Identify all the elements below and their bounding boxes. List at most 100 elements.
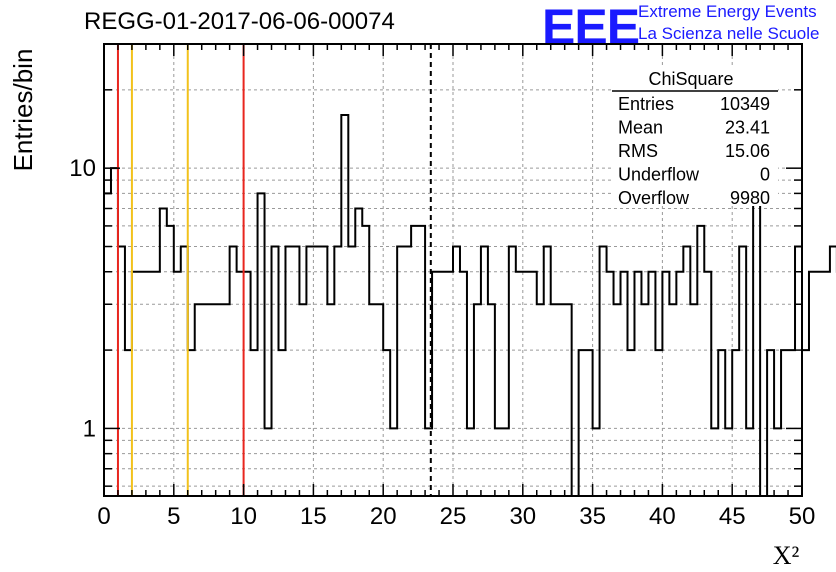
histogram-bin [544,247,551,496]
histogram-bin [237,272,244,496]
x-tick-label: 40 [649,503,676,530]
logo-tagline-2: La Scienza nelle Scuole [638,24,820,43]
y-tick-label: 1 [83,415,96,442]
histogram-bin [125,350,132,496]
histogram-bin [565,304,572,496]
stats-value: 10349 [720,94,770,114]
x-tick-label: 5 [167,503,180,530]
histogram-bin [432,272,439,496]
histogram-bin [697,226,704,496]
x-tick-label: 50 [789,503,816,530]
histogram-bin [621,272,628,496]
histogram-bin [376,304,383,496]
histogram-bin [202,304,209,496]
stats-value: 15.06 [725,141,770,161]
stats-value: 9980 [730,188,770,208]
stats-title: ChiSquare [648,69,733,89]
histogram-bin [299,304,306,496]
y-axis-label: Entries/bin [8,49,38,172]
y-tick-label: 10 [69,155,96,182]
stats-label: RMS [618,141,658,161]
histogram-bin [306,247,313,496]
histogram-bin [272,247,279,496]
histogram-bin [655,350,662,496]
histogram-bin [704,272,711,496]
histogram-bin [830,247,836,496]
histogram-bin [648,272,655,496]
histogram-bin [823,272,830,496]
histogram-bin [418,226,425,496]
histogram-bin [153,272,160,496]
x-tick-label: 10 [230,503,257,530]
histogram-bin [188,350,195,496]
histogram-bin [285,247,292,496]
histogram-bin [683,247,690,496]
x-tick-label: 15 [300,503,327,530]
histogram-bin [795,247,802,496]
histogram-bin [313,247,320,496]
histogram-bin [223,304,230,496]
x-tick-label: 30 [509,503,536,530]
histogram-bin [690,304,697,496]
histogram-bin [216,304,223,496]
histogram-bin [292,247,299,496]
histogram-bin [600,247,607,496]
x-axis-label: X² [773,541,800,570]
histogram-bin [279,350,286,496]
stats-label: Underflow [618,165,700,185]
histogram-bin [104,193,111,496]
histogram-bin [439,272,446,496]
histogram-bin [111,168,118,496]
logo-tagline-1: Extreme Energy Events [638,2,817,21]
histogram-bin [516,272,523,496]
histogram-bin [362,226,369,496]
stats-box [612,66,778,206]
histogram-bin [167,226,174,496]
stats-label: Overflow [618,188,690,208]
histogram-bin [369,304,376,496]
histogram-bin [634,272,641,496]
histogram-bin [453,247,460,496]
histogram-bin [739,247,746,496]
histogram-bin [809,272,816,496]
stats-label: Mean [618,118,663,138]
histogram-bin [230,247,237,496]
stats-value: 0 [760,165,770,185]
x-tick-label: 20 [370,503,397,530]
histogram-bin [460,272,467,496]
histogram-bin [258,193,265,496]
histogram-bin [446,272,453,496]
histogram-bin [481,247,488,496]
histogram-bin [558,304,565,496]
histogram-bin [320,247,327,496]
histogram-bin [411,226,418,496]
histogram-bin [662,272,669,496]
histogram-bin [641,304,648,496]
histogram-bin [160,208,167,496]
x-tick-label: 35 [579,503,606,530]
histogram-bin [341,115,348,496]
x-tick-label: 25 [440,503,467,530]
histogram-bin [139,272,146,496]
histogram-bin [802,350,809,496]
histogram-bin [732,350,739,496]
histogram-bin [537,304,544,496]
histogram-bin [669,304,676,496]
histogram-bin [676,272,683,496]
histogram-bin [530,272,537,496]
histogram-bin [174,272,181,496]
stats-value: 23.41 [725,118,770,138]
histogram-bin [781,350,788,496]
histogram-bin [181,247,188,496]
histogram-bin [397,247,404,496]
histogram-bin [348,247,355,496]
histogram-bin [523,272,530,496]
histogram-bin [118,247,125,496]
histogram-bin [209,304,216,496]
histogram-bin [607,272,614,496]
histogram-bin [788,350,795,496]
histogram-bin [551,304,558,496]
histogram-bin [334,247,341,496]
stats-label: Entries [618,94,674,114]
